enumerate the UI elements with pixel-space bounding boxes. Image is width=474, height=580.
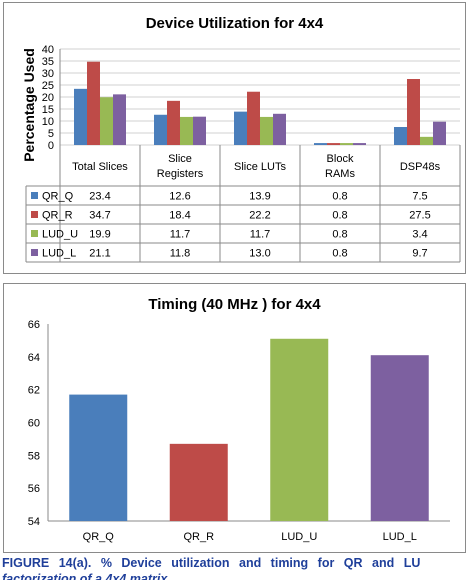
data-label: 34.7 [89,210,110,222]
timing-chart-panel: Timing (40 MHz ) for 4x4 54 56 58 60 62 64 66 Q… [3,283,466,553]
figure-caption: FIGURE 14(a). % Device utilization and t… [2,555,472,580]
bar-lud-u [100,97,113,145]
x-tick-label: LUD_U [281,531,317,543]
legend-label: LUD_U [42,229,78,241]
bar-qr-q [234,111,247,145]
bar-lud-l [113,94,126,145]
bar-lud-u [180,116,193,145]
category-label: Block [327,153,354,165]
bar-qr-q [154,114,167,145]
x-tick-label: LUD_L [383,531,417,543]
legend-label: LUD_L [42,248,76,260]
y-tick-label: 30 [42,68,54,80]
bar-qr-q [74,88,87,145]
chart-title: Timing (40 MHz ) for 4x4 [148,296,321,313]
data-label: 0.8 [332,248,347,260]
data-label: 19.9 [89,229,110,241]
y-tick-label: 0 [48,140,54,152]
bar-lud-u [340,143,353,145]
bar-lud-l [370,355,429,521]
y-tick-label: 54 [28,516,40,528]
y-tick-label: 25 [42,80,54,92]
bar-qr-q [394,127,407,145]
data-label: 21.1 [89,248,110,260]
data-label: 11.7 [170,229,191,241]
bar-qr-r [169,443,228,521]
y-tick-label: 10 [42,116,54,128]
data-label: 9.7 [412,248,427,260]
data-label: 13.9 [249,191,270,203]
y-tick-label: 20 [42,92,54,104]
bar-lud-l [353,143,366,145]
bar-qr-r [167,100,180,145]
bar-qr-r [247,91,260,145]
timing-chart: 54 56 58 60 62 64 66 QR_Q QR_R LUD_U LUD_L [28,319,450,543]
category-label: Slice [168,153,192,165]
data-label: 11.7 [250,229,271,241]
y-tick-label: 58 [28,450,40,462]
y-axis-label: Percentage Used [21,48,37,162]
bar-qr-q [314,143,327,145]
y-tick-label: 62 [28,385,40,397]
data-label: 27.5 [409,210,430,222]
data-label: 23.4 [89,191,110,203]
category-label: Slice LUTs [234,161,286,173]
chart-title: Device Utilization for 4x4 [145,15,324,32]
legend-swatch [31,249,38,256]
legend-swatch [31,211,38,218]
bar-lud-u [270,338,329,521]
x-tick-label: QR_Q [83,531,115,543]
legend-swatch [31,192,38,199]
bar-lud-l [433,121,446,145]
legend-label: QR_R [42,210,73,222]
bar-lud-l [273,113,286,145]
caption-line-1: FIGURE 14(a). % Device utilization and t… [2,556,421,570]
data-label: 13.0 [249,248,270,260]
bar-qr-q [69,394,128,521]
y-tick-label: 56 [28,483,40,495]
y-tick-label: 5 [48,128,54,140]
data-label: 0.8 [332,229,347,241]
data-label: 0.8 [332,191,347,203]
y-tick-label: 64 [28,352,40,364]
data-label: 22.2 [249,210,270,222]
caption-line-2: factorization of a 4x4 matrix [2,572,168,580]
bar-lud-u [260,116,273,145]
data-label: 7.5 [412,191,427,203]
y-tick-label: 66 [28,319,40,331]
y-tick-label: 40 [42,44,54,56]
bar-qr-r [407,79,420,145]
legend-label: QR_Q [42,191,74,203]
bar-qr-r [87,61,100,145]
y-tick-label: 35 [42,56,54,68]
x-tick-label: QR_R [183,531,214,543]
y-tick-label: 60 [28,418,40,430]
utilization-chart-panel: Device Utilization for 4x4 0 5 10 15 20 25 30 3… [3,2,466,274]
data-label: 11.8 [170,248,191,260]
category-label: RAMs [325,168,355,180]
data-label: 0.8 [332,210,347,222]
category-label: Registers [157,168,204,180]
data-label: 12.6 [169,191,190,203]
bar-lud-l [193,116,206,145]
category-label: Total Slices [72,161,128,173]
data-label: 3.4 [412,229,427,241]
y-tick-label: 15 [42,104,54,116]
category-label: DSP48s [400,161,441,173]
legend-swatch [31,230,38,237]
bar-qr-r [327,143,340,145]
data-label: 18.4 [169,210,190,222]
bar-lud-u [420,136,433,145]
